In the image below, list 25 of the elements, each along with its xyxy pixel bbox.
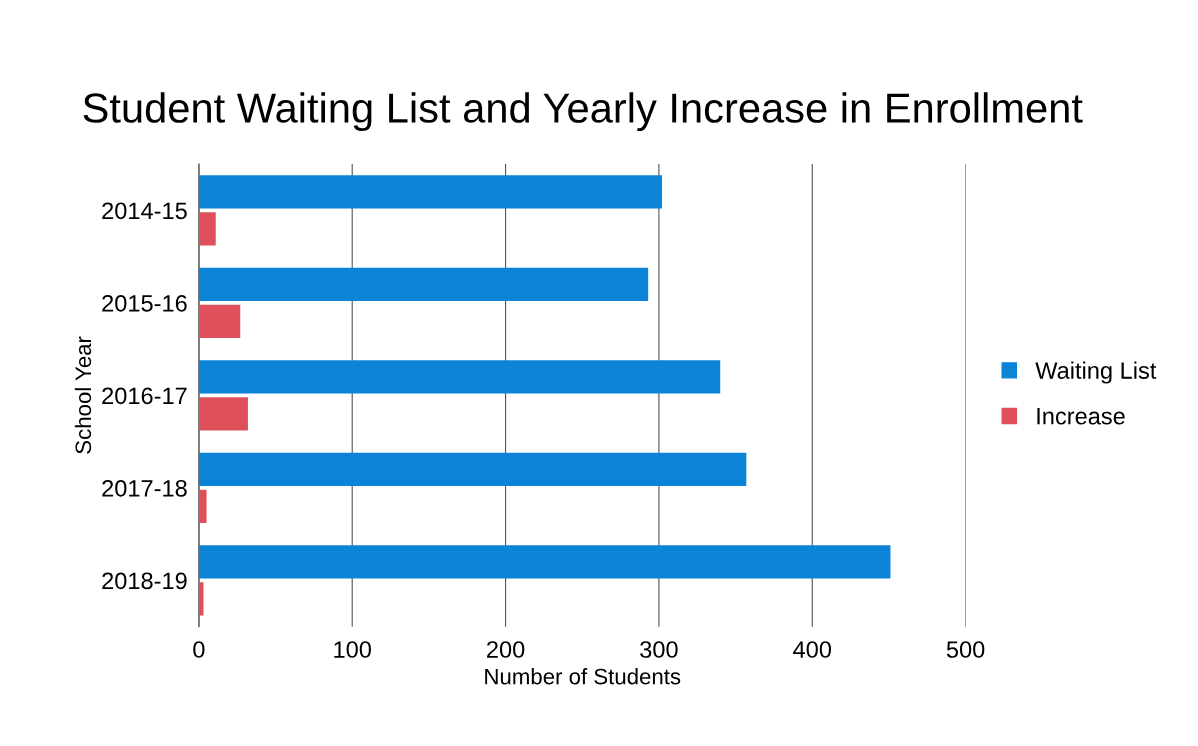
bar xyxy=(198,175,662,209)
bar xyxy=(198,304,241,339)
y-tick-label: 2018-19 xyxy=(102,572,187,590)
x-tick-label: 200 xyxy=(487,641,525,658)
y-tick-label: 2017-18 xyxy=(102,479,187,497)
y-tick-label: 2016-17 xyxy=(102,387,187,405)
bar xyxy=(198,267,649,302)
x-tick-label: 500 xyxy=(946,641,985,658)
legend-label: Increase xyxy=(1037,408,1125,425)
y-tick-label: 2015-16 xyxy=(102,294,187,312)
bar xyxy=(198,452,747,487)
x-tick-label: 100 xyxy=(334,641,371,658)
bar xyxy=(198,397,248,431)
y-axis-title: School Year xyxy=(74,336,92,454)
x-tick-label: 300 xyxy=(640,641,678,658)
chart-title: Student Waiting List and Yearly Increase in Enrollment xyxy=(83,92,1083,132)
bar xyxy=(198,212,216,246)
legend-label: Waiting List xyxy=(1035,361,1157,384)
bar xyxy=(198,360,721,394)
x-axis-title: Number of Students xyxy=(485,668,681,685)
x-tick-label: 0 xyxy=(193,641,205,658)
x-tick-label: 400 xyxy=(793,641,832,658)
bar xyxy=(198,489,207,524)
bar xyxy=(198,545,891,579)
y-tick-label: 2014-15 xyxy=(102,202,187,220)
